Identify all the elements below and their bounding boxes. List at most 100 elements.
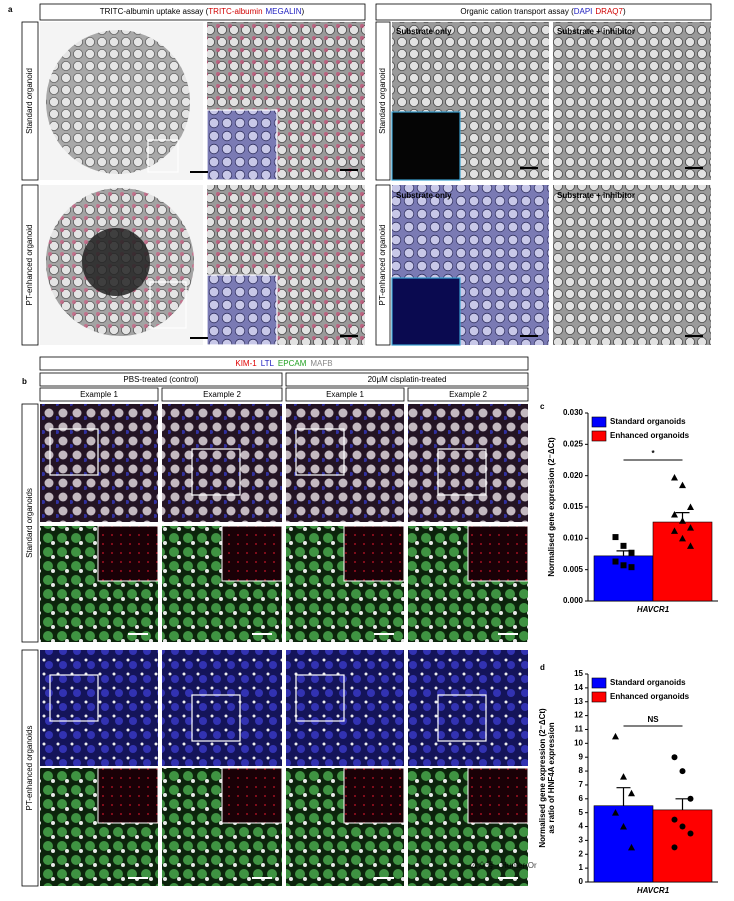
y-tick-label: 0.020 bbox=[563, 471, 584, 480]
legend-label: Standard organoids bbox=[610, 417, 686, 426]
point bbox=[620, 562, 627, 569]
inset-frame bbox=[391, 111, 461, 181]
inset-frame bbox=[437, 448, 487, 496]
legend-swatch bbox=[591, 430, 607, 442]
y-tick-label: 15 bbox=[574, 669, 583, 678]
point bbox=[671, 527, 678, 534]
label: Example 1 bbox=[80, 390, 118, 399]
point bbox=[620, 773, 627, 780]
label: Example 1 bbox=[326, 390, 364, 399]
y-tick-label: 0.025 bbox=[563, 439, 584, 448]
label-box bbox=[39, 372, 283, 387]
inset-frame bbox=[97, 767, 159, 824]
point bbox=[612, 809, 619, 816]
micrograph bbox=[40, 650, 158, 766]
y-tick-label: 11 bbox=[575, 725, 584, 734]
micrograph bbox=[207, 110, 277, 180]
inset-frame bbox=[147, 139, 179, 173]
label-box bbox=[375, 21, 391, 181]
point bbox=[620, 542, 627, 549]
micrograph bbox=[392, 112, 460, 180]
y-tick-label: 5 bbox=[579, 808, 584, 817]
point bbox=[671, 754, 678, 761]
y-tick-label: 4 bbox=[579, 822, 584, 831]
label: Standard organoids bbox=[25, 488, 34, 558]
inset-frame bbox=[206, 109, 278, 181]
lumen bbox=[82, 228, 150, 296]
inset-frame bbox=[149, 281, 187, 329]
bar bbox=[593, 805, 654, 883]
micrograph bbox=[468, 768, 528, 823]
panel-title: TRITC-albumin uptake assay (TRITC-albumi… bbox=[100, 7, 305, 16]
stain: KIM-1 bbox=[235, 359, 257, 368]
label-box bbox=[21, 184, 39, 346]
label: Example 2 bbox=[449, 390, 487, 399]
micrograph bbox=[162, 404, 282, 522]
point bbox=[687, 795, 694, 802]
label: PT-enhanced organoids bbox=[25, 726, 34, 811]
legend-label: Standard organoids bbox=[610, 678, 686, 687]
point bbox=[671, 511, 678, 518]
label: 20μM cisplatin-treated bbox=[368, 375, 447, 384]
error-bar bbox=[675, 798, 690, 810]
stain: EPCAM bbox=[278, 359, 307, 368]
title-part: TRITC-albumin uptake assay ( bbox=[100, 7, 209, 16]
watermark: 公众号 · Hunter-Or bbox=[470, 861, 537, 870]
point bbox=[679, 534, 686, 542]
micrograph bbox=[98, 526, 158, 581]
micrograph bbox=[162, 650, 282, 766]
legend-swatch bbox=[591, 691, 607, 703]
panel-letter: d bbox=[540, 663, 545, 672]
label: Substrate + inhibitor bbox=[557, 191, 635, 200]
label-box bbox=[39, 387, 159, 402]
title-part: ) bbox=[623, 7, 626, 16]
point bbox=[687, 524, 694, 531]
inset-frame bbox=[49, 674, 99, 722]
title-part: TRITC-albumin bbox=[208, 7, 262, 16]
panel-title: Organic cation transport assay (DAPI DRAQ… bbox=[460, 7, 626, 16]
micrograph bbox=[553, 22, 711, 180]
point bbox=[679, 768, 686, 775]
micrograph bbox=[344, 526, 404, 581]
title-part: DRAQ7 bbox=[595, 7, 623, 16]
micrograph bbox=[98, 768, 158, 823]
micrograph bbox=[222, 526, 282, 581]
micrograph bbox=[222, 768, 282, 823]
micrograph bbox=[408, 650, 528, 766]
inset-frame bbox=[343, 525, 405, 582]
inset-frame bbox=[221, 525, 283, 582]
bar bbox=[652, 809, 713, 883]
y-tick-label: 13 bbox=[574, 697, 583, 706]
label: Substrate only bbox=[396, 27, 452, 36]
label-box bbox=[407, 387, 529, 402]
title-part: DAPI bbox=[574, 7, 593, 16]
y-tick-label: 0 bbox=[579, 877, 584, 886]
label-box bbox=[285, 372, 529, 387]
significance-label: NS bbox=[647, 715, 659, 724]
y-axis-label: Normalised gene expression (2⁻ΔCt) bbox=[538, 708, 547, 848]
y-axis-label: Normalised gene expression (2⁻ΔCt) bbox=[547, 437, 556, 577]
point bbox=[687, 542, 694, 549]
y-tick-label: 0.010 bbox=[563, 533, 584, 542]
x-tick-label: HAVCR1 bbox=[637, 886, 670, 895]
legend-label: Enhanced organoids bbox=[610, 692, 690, 701]
micrograph bbox=[468, 526, 528, 581]
micrograph bbox=[40, 404, 158, 522]
label-box bbox=[375, 184, 391, 346]
point bbox=[671, 474, 678, 481]
legend-label: Enhanced organoids bbox=[610, 431, 690, 440]
label-box bbox=[161, 387, 283, 402]
point bbox=[612, 534, 619, 541]
point bbox=[612, 558, 619, 565]
y-tick-label: 7 bbox=[579, 780, 584, 789]
label: PBS-treated (control) bbox=[123, 375, 198, 384]
label: Substrate only bbox=[396, 191, 452, 200]
point bbox=[628, 564, 635, 571]
label: Example 2 bbox=[203, 390, 241, 399]
inset-frame bbox=[343, 767, 405, 824]
inset-frame bbox=[437, 694, 487, 742]
inset-frame bbox=[391, 277, 461, 346]
label-box bbox=[21, 403, 39, 643]
point bbox=[628, 843, 635, 851]
